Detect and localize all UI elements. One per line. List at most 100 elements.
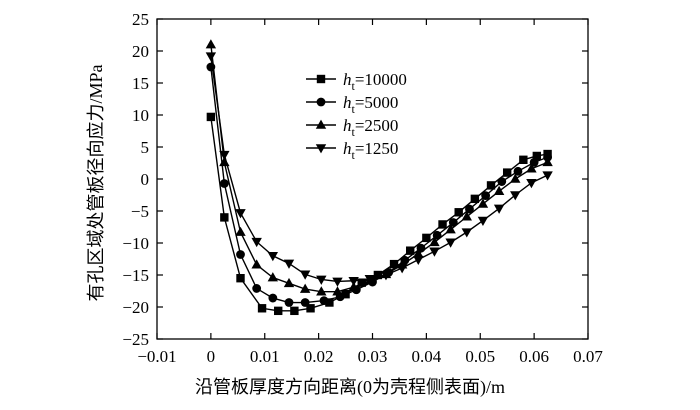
y-tick-label: 25 <box>132 10 149 29</box>
data-point <box>519 155 528 164</box>
x-tick-label: 0.07 <box>573 347 603 366</box>
data-point <box>319 296 329 305</box>
data-point <box>445 238 456 248</box>
x-tick-label: 0.01 <box>250 347 280 366</box>
data-point <box>461 228 472 238</box>
data-point <box>396 264 408 274</box>
data-point <box>299 283 311 293</box>
data-point <box>300 298 310 307</box>
y-tick-label: −10 <box>122 234 149 253</box>
data-point <box>445 224 456 234</box>
data-point <box>284 298 294 307</box>
series-3 <box>205 52 553 287</box>
data-point <box>502 168 512 177</box>
data-point <box>493 185 505 195</box>
data-point <box>486 181 496 190</box>
data-point <box>413 255 424 266</box>
data-point <box>526 179 537 189</box>
data-point <box>332 286 343 296</box>
data-point <box>236 274 245 283</box>
data-point <box>493 204 505 214</box>
data-point <box>220 213 229 222</box>
legend-label: ht=2500 <box>343 116 398 139</box>
legend-label: ht=10000 <box>343 70 407 93</box>
y-tick-label: 5 <box>141 138 150 157</box>
data-point <box>235 209 246 219</box>
y-tick-label: 20 <box>132 42 149 61</box>
x-tick-label: 0.04 <box>412 347 442 366</box>
data-point <box>364 275 376 285</box>
data-point <box>465 204 474 214</box>
data-point <box>205 39 217 49</box>
y-tick-label: −25 <box>122 330 149 349</box>
y-tick-label: 10 <box>132 106 149 125</box>
data-point <box>406 246 415 255</box>
legend-marker <box>316 74 326 84</box>
y-tick-label: −20 <box>122 298 149 317</box>
x-tick-label: 0.02 <box>304 347 334 366</box>
data-point <box>510 191 521 201</box>
data-point <box>461 211 472 221</box>
data-point <box>526 163 537 173</box>
y-axis-title: 有孔区域处管板径向应力/MPa <box>86 64 106 301</box>
data-point <box>268 293 278 303</box>
data-point <box>477 216 489 226</box>
data-point <box>283 277 295 288</box>
data-point <box>252 284 262 293</box>
data-point <box>316 286 327 296</box>
data-point <box>206 112 216 122</box>
data-point <box>290 306 299 316</box>
legend-label: ht=1250 <box>343 139 398 162</box>
data-point <box>510 173 521 183</box>
plot-frame <box>156 18 589 340</box>
data-point <box>477 198 489 208</box>
data-point <box>325 298 334 307</box>
series-group <box>205 39 553 316</box>
data-point <box>448 218 458 227</box>
data-point <box>348 281 359 291</box>
legend-marker <box>316 97 326 107</box>
data-point <box>235 226 246 236</box>
data-point <box>542 171 553 181</box>
data-point <box>348 276 359 287</box>
data-point <box>219 150 230 161</box>
x-tick-label: 0.05 <box>465 347 495 366</box>
data-point <box>236 250 245 259</box>
data-point <box>251 237 262 248</box>
data-point <box>380 271 392 281</box>
data-point <box>432 230 442 240</box>
x-tick-label: −0.01 <box>137 347 176 366</box>
data-point <box>219 179 229 188</box>
data-point <box>429 247 440 257</box>
data-point <box>481 191 491 201</box>
data-point <box>357 278 366 287</box>
plot-area: −0.01 0 0.01 0.02 0.03 0.04 0.05 0.06 0.07 25 20 15… <box>122 10 603 366</box>
x-axis-title: 沿管板厚度方向距离(0为壳程侧表面)/m <box>195 377 505 398</box>
data-point <box>413 248 424 258</box>
legend-label: ht=5000 <box>343 93 398 116</box>
data-point <box>422 233 431 243</box>
data-point <box>429 236 440 247</box>
data-point <box>532 151 542 161</box>
data-point <box>470 194 480 204</box>
legend-item-3: ht=1250 <box>306 139 398 162</box>
data-point <box>267 272 279 282</box>
y-tick-label: 15 <box>132 74 149 93</box>
data-point <box>299 270 311 280</box>
legend-marker <box>315 144 327 154</box>
x-tick-label: 0 <box>207 347 216 366</box>
data-point <box>389 259 399 269</box>
legend-item-2: ht=2500 <box>306 116 398 139</box>
data-point <box>497 177 507 186</box>
x-tick-label: 0.06 <box>519 347 549 366</box>
y-tick-label: 0 <box>141 170 150 189</box>
y-tick-label: −5 <box>131 202 149 221</box>
data-point <box>316 275 327 285</box>
data-point <box>257 304 267 313</box>
data-point <box>267 252 279 262</box>
data-point <box>454 208 463 217</box>
data-point <box>283 259 295 269</box>
data-point <box>274 306 283 316</box>
legend-item-1: ht=5000 <box>306 93 398 116</box>
series-line <box>210 56 548 283</box>
